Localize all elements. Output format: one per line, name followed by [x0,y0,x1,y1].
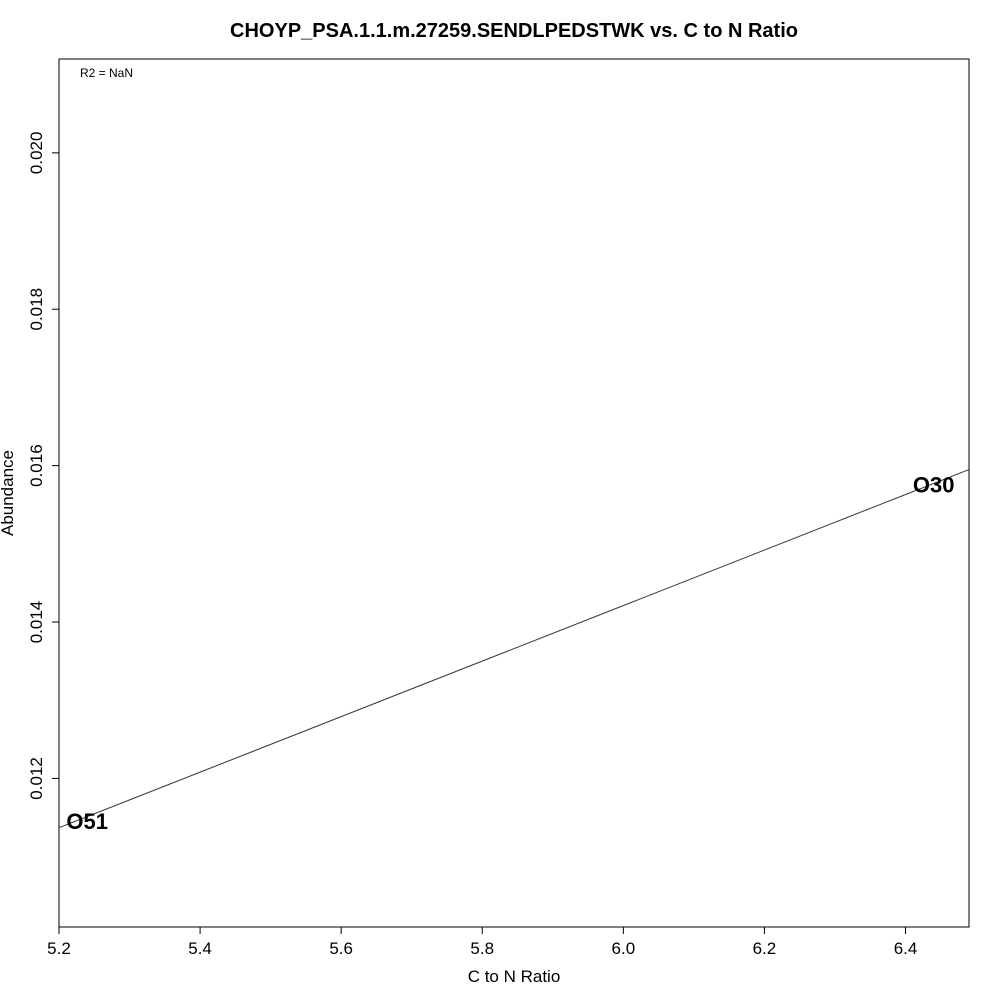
y-tick-label: 0.016 [27,444,46,487]
fit-line [58,469,970,829]
x-tick-label: 5.8 [470,939,494,958]
x-tick-label: 6.2 [753,939,777,958]
r2-annotation: R2 = NaN [80,66,133,80]
x-tick-label: 6.4 [894,939,918,958]
point-labels: O51 O30 [66,473,954,834]
x-axis-label: C to N Ratio [468,967,561,986]
y-tick-label: 0.020 [27,132,46,175]
y-axis-label: Abundance [0,450,17,536]
y-tick-label: 0.018 [27,288,46,331]
point-label-o30: O30 [913,473,955,498]
x-axis: 5.2 5.4 5.6 5.8 6.0 6.2 6.4 [47,927,917,958]
y-tick-label: 0.014 [27,601,46,644]
x-tick-label: 5.4 [188,939,212,958]
point-label-o51: O51 [66,809,108,834]
chart-title: CHOYP_PSA.1.1.m.27259.SENDLPEDSTWK vs. C… [230,20,798,42]
plot-frame [58,58,970,928]
x-tick-label: 5.2 [47,939,71,958]
x-tick-label: 5.6 [329,939,353,958]
x-tick-label: 6.0 [612,939,636,958]
y-tick-label: 0.012 [27,757,46,800]
y-axis: 0.012 0.014 0.016 0.018 0.020 [27,132,59,800]
